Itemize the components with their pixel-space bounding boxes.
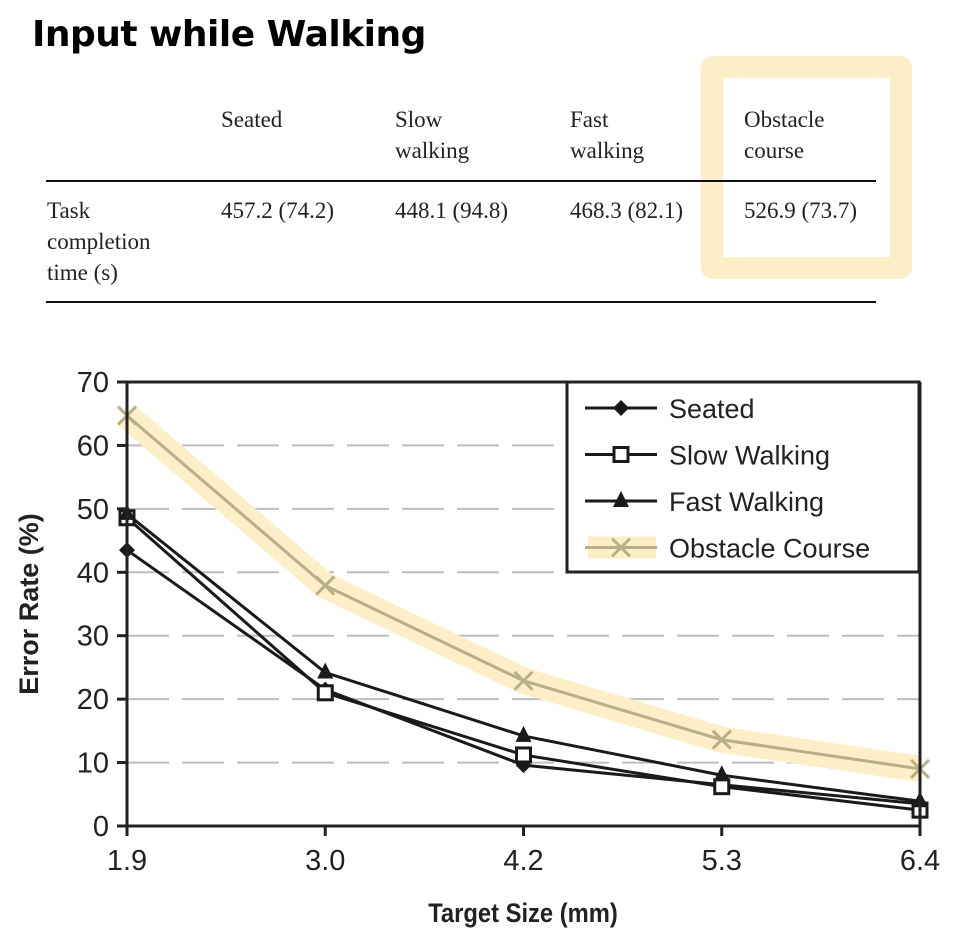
tick-labels: 0 10 20 30 40 50 60 70 1.9 3.0 4.2 5.3 6.4	[77, 367, 940, 877]
table-header-seated: Seated	[221, 107, 283, 132]
x-tick-label: 5.3	[702, 845, 742, 877]
square-marker	[515, 746, 532, 764]
legend-item-fast-walking: Fast Walking	[585, 487, 824, 517]
x-marker-stroke	[610, 537, 632, 558]
legend-item-slow-walking: Slow Walking	[585, 441, 830, 471]
x-axis-label: Target Size (mm)	[428, 899, 618, 929]
x-marker	[711, 729, 732, 750]
square-marker	[316, 684, 334, 702]
x-marker	[513, 670, 534, 691]
series-fast-walking	[119, 503, 928, 808]
triangle-marker	[713, 765, 730, 782]
diamond-marker	[613, 400, 629, 416]
x-marker	[315, 575, 336, 596]
legend: Seated Slow Walking Fast Walking Obstacle C…	[565, 380, 921, 574]
series-layer	[116, 405, 931, 819]
obstacle-column-highlight	[701, 56, 912, 279]
table-header-fast-walking: Fast walking	[570, 107, 645, 163]
table-cell-obstacle-course: 526.9 (73.7)	[744, 198, 858, 223]
table-header-slow-walking: Slow walking	[395, 107, 470, 163]
triangle-marker	[613, 491, 629, 507]
x-tick-label: 3.0	[305, 845, 345, 877]
table-cell-slow-walking: 448.1 (94.8)	[395, 198, 509, 223]
y-tick-label: 70	[77, 367, 109, 399]
legend-label: Seated	[669, 394, 755, 424]
y-tick-label: 30	[77, 621, 109, 653]
square-marker	[612, 446, 630, 463]
table-cell-seated: 457.2 (74.2)	[221, 198, 335, 223]
x-marker-stroke	[711, 729, 732, 750]
x-marker-stroke	[315, 575, 336, 596]
y-tick-label: 20	[77, 684, 109, 716]
y-axis-label: Error Rate (%)	[14, 513, 44, 695]
results-table: Seated Slow walking Fast walking Obstacl…	[0, 0, 962, 320]
triangle-marker	[515, 725, 532, 742]
y-tick-label: 60	[77, 430, 109, 462]
table-header-obstacle-course: Obstacle course	[744, 107, 825, 163]
triangle-marker	[317, 662, 334, 679]
square-marker	[713, 778, 731, 796]
table-bottom-rule	[46, 301, 876, 303]
table-cell-fast-walking: 468.3 (82.1)	[570, 198, 684, 223]
page-title: Input while Walking	[32, 14, 426, 55]
legend-label: Slow Walking	[669, 441, 830, 471]
x-tick-label: 1.9	[107, 845, 147, 877]
x-marker	[610, 537, 632, 558]
y-tick-label: 10	[77, 748, 109, 780]
x-marker-stroke	[513, 670, 534, 691]
legend-label: Obstacle Course	[669, 534, 870, 564]
y-tick-label: 40	[77, 557, 109, 589]
y-tick-label: 50	[77, 494, 109, 526]
x-tick-label: 4.2	[503, 845, 543, 877]
table-header-rule	[46, 180, 876, 182]
legend-label: Fast Walking	[669, 487, 824, 517]
legend-item-seated: Seated	[585, 394, 755, 424]
table-row-label: Task completion time (s)	[47, 198, 151, 285]
x-tick-label: 6.4	[900, 845, 940, 877]
legend-item-obstacle-course: Obstacle Course	[585, 534, 870, 564]
y-tick-label: 0	[93, 811, 109, 843]
